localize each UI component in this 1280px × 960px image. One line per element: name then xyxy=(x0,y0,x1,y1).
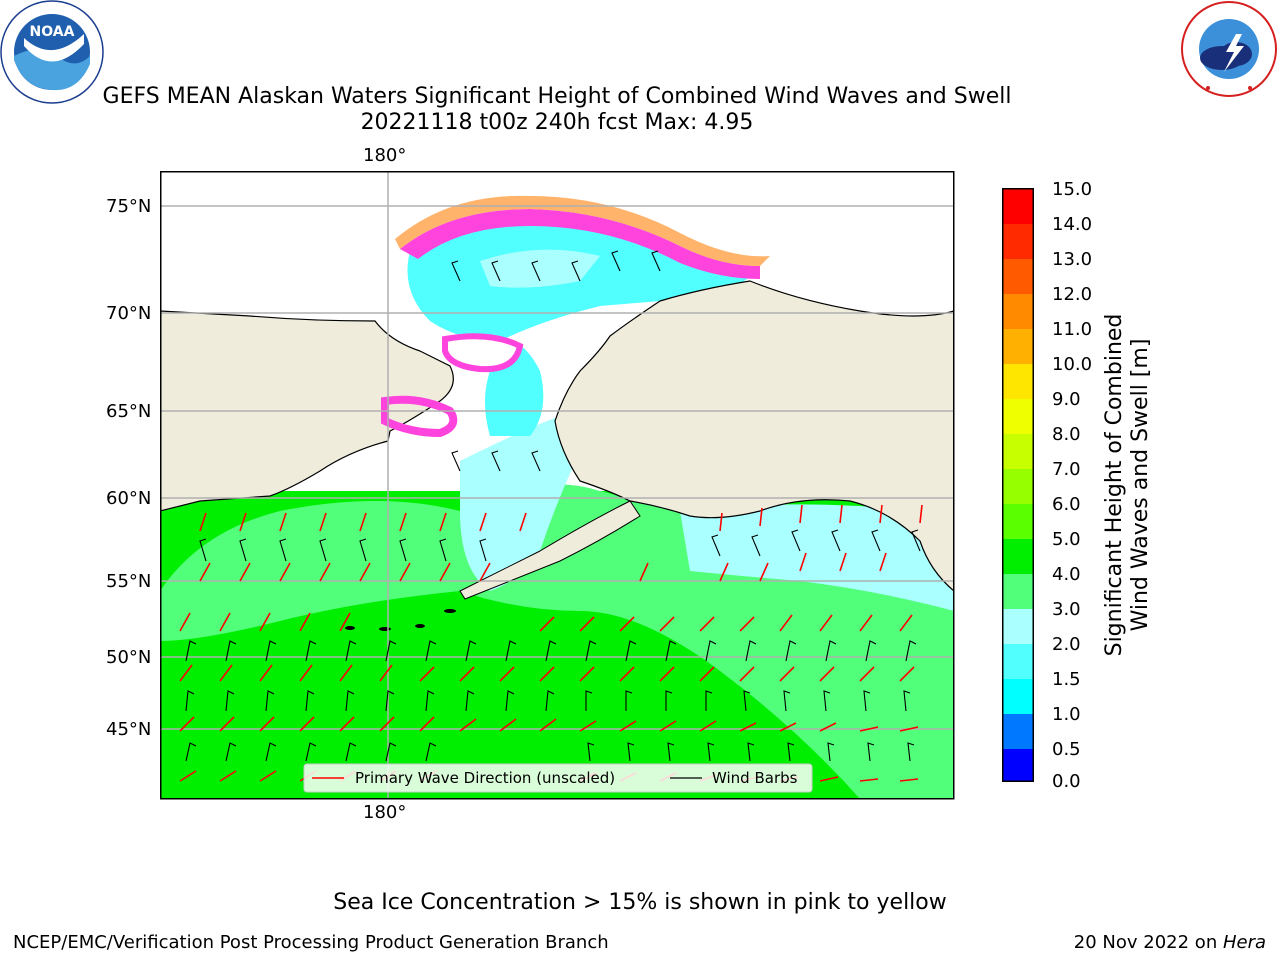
sea-ice-note: Sea Ice Concentration > 15% is shown in … xyxy=(333,890,947,915)
colorbar-seg-13 xyxy=(1003,644,1033,679)
land-ak-peninsula xyxy=(459,500,641,600)
wave-zone-gulf xyxy=(680,504,954,611)
map-frame xyxy=(160,171,955,800)
legend-wave-label: Primary Wave Direction (unscaled) xyxy=(355,769,615,787)
lat-label-75: 75°N xyxy=(106,196,152,217)
colorbar-tick: 14.0 xyxy=(1052,214,1093,235)
colorbar-tick: 11.0 xyxy=(1052,319,1093,340)
lon-label-top: 180° xyxy=(363,145,407,166)
colorbar-title-line2: Wind Waves and Swell [m] xyxy=(1128,338,1153,632)
colorbar-tick: 1.0 xyxy=(1052,704,1081,725)
lat-label-60: 60°N xyxy=(106,488,152,509)
aleutian-islands xyxy=(345,609,456,631)
sea-ice-band xyxy=(400,209,760,279)
colorbar-tick: 7.0 xyxy=(1052,459,1081,480)
colorbar-seg-9 xyxy=(1003,504,1033,539)
colorbar-seg-10 xyxy=(1003,539,1033,574)
lat-label-65: 65°N xyxy=(106,401,152,422)
wave-direction-arrows xyxy=(179,504,923,782)
colorbar-tick: 2.0 xyxy=(1052,634,1081,655)
colorbar-title: Significant Height of Combined Wind Wave… xyxy=(1102,314,1154,657)
colorbar-tick: 5.0 xyxy=(1052,529,1081,550)
colorbar-seg-15 xyxy=(1003,714,1033,749)
colorbar-tick: 15.0 xyxy=(1052,179,1093,200)
footer-left: NCEP/EMC/Verification Post Processing Pr… xyxy=(13,932,609,953)
colorbar-tick: 1.5 xyxy=(1052,669,1081,690)
wave-zone-chukchi-pale xyxy=(480,249,600,288)
colorbar-seg-4 xyxy=(1003,329,1033,364)
map-panel: Primary Wave Direction (unscaled) Wind B… xyxy=(160,171,955,800)
lat-label-70: 70°N xyxy=(106,303,152,324)
colorbar-seg-12 xyxy=(1003,609,1033,644)
colorbar-tick: 0.5 xyxy=(1052,739,1081,760)
sea-ice-norton xyxy=(381,395,458,438)
lat-label-55: 55°N xyxy=(106,571,152,592)
lat-label-50: 50°N xyxy=(106,647,152,668)
colorbar-title-line1: Significant Height of Combined xyxy=(1102,313,1127,657)
chart-title: GEFS MEAN Alaskan Waters Significant Hei… xyxy=(102,84,1012,109)
colorbar xyxy=(1002,188,1034,782)
wave-zone-bering xyxy=(460,416,590,591)
colorbar-seg-7 xyxy=(1003,434,1033,469)
chart-subtitle: 20221118 t00z 240h fcst Max: 4.95 xyxy=(360,110,754,135)
nws-logo xyxy=(1178,0,1280,98)
colorbar-seg-6 xyxy=(1003,399,1033,434)
sea-ice-island xyxy=(442,333,524,373)
map-legend: Primary Wave Direction (unscaled) Wind B… xyxy=(303,763,813,793)
footer-right: 20 Nov 2022 on Hera xyxy=(1074,932,1266,953)
footer-host: Hera xyxy=(1222,932,1266,953)
lat-label-45: 45°N xyxy=(106,719,152,740)
colorbar-seg-0 xyxy=(1003,189,1033,224)
colorbar-seg-14 xyxy=(1003,679,1033,714)
colorbar-seg-1 xyxy=(1003,224,1033,259)
colorbar-seg-8 xyxy=(1003,469,1033,504)
colorbar-tick: 12.0 xyxy=(1052,284,1093,305)
colorbar-seg-3 xyxy=(1003,294,1033,329)
lon-label-bottom: 180° xyxy=(363,802,407,823)
colorbar-tick: 3.0 xyxy=(1052,599,1081,620)
noaa-logo-text: NOAA xyxy=(30,24,75,40)
colorbar-seg-11 xyxy=(1003,574,1033,609)
wind-barbs xyxy=(185,250,921,762)
legend-barb-label: Wind Barbs xyxy=(712,769,798,787)
colorbar-seg-16 xyxy=(1003,749,1033,781)
colorbar-tick: 10.0 xyxy=(1052,354,1093,375)
colorbar-seg-5 xyxy=(1003,364,1033,399)
colorbar-tick: 13.0 xyxy=(1052,249,1093,270)
colorbar-tick: 8.0 xyxy=(1052,424,1081,445)
noaa-logo: NOAA xyxy=(0,0,104,104)
wave-zone-3to4-west xyxy=(160,501,460,641)
sea-ice-outer xyxy=(395,195,770,266)
colorbar-tick: 6.0 xyxy=(1052,494,1081,515)
colorbar-tick: 9.0 xyxy=(1052,389,1081,410)
colorbar-tick: 0.0 xyxy=(1052,771,1081,792)
footer-date: 20 Nov 2022 on xyxy=(1073,932,1223,953)
colorbar-seg-2 xyxy=(1003,259,1033,294)
colorbar-tick: 4.0 xyxy=(1052,564,1081,585)
land-alaska xyxy=(554,280,954,592)
